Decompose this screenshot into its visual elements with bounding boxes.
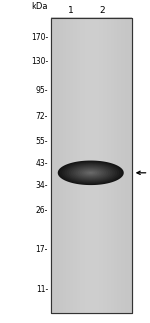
Polygon shape (75, 167, 106, 179)
Polygon shape (88, 172, 93, 174)
Polygon shape (71, 165, 111, 180)
Polygon shape (82, 170, 100, 176)
Bar (51, 18, 132, 313)
Text: kDa: kDa (32, 2, 48, 11)
Polygon shape (84, 170, 97, 175)
Polygon shape (73, 166, 108, 179)
Polygon shape (62, 162, 119, 183)
Text: 170-: 170- (31, 33, 48, 42)
Polygon shape (80, 169, 102, 177)
Text: 1: 1 (68, 5, 73, 15)
Text: 130-: 130- (31, 57, 48, 67)
Text: 34-: 34- (36, 181, 48, 190)
Polygon shape (69, 165, 113, 181)
Text: 11-: 11- (36, 285, 48, 294)
Polygon shape (78, 168, 104, 178)
Text: 95-: 95- (36, 86, 48, 95)
Text: 17-: 17- (36, 245, 48, 254)
Text: 55-: 55- (36, 137, 48, 146)
Text: 43-: 43- (36, 160, 48, 168)
Bar (51, 18, 132, 313)
Text: 72-: 72- (36, 112, 48, 121)
Polygon shape (67, 164, 115, 182)
Polygon shape (58, 161, 124, 185)
Polygon shape (86, 171, 95, 174)
Text: 2: 2 (99, 5, 105, 15)
Polygon shape (64, 163, 117, 182)
Polygon shape (60, 162, 122, 184)
Text: 26-: 26- (36, 206, 48, 215)
